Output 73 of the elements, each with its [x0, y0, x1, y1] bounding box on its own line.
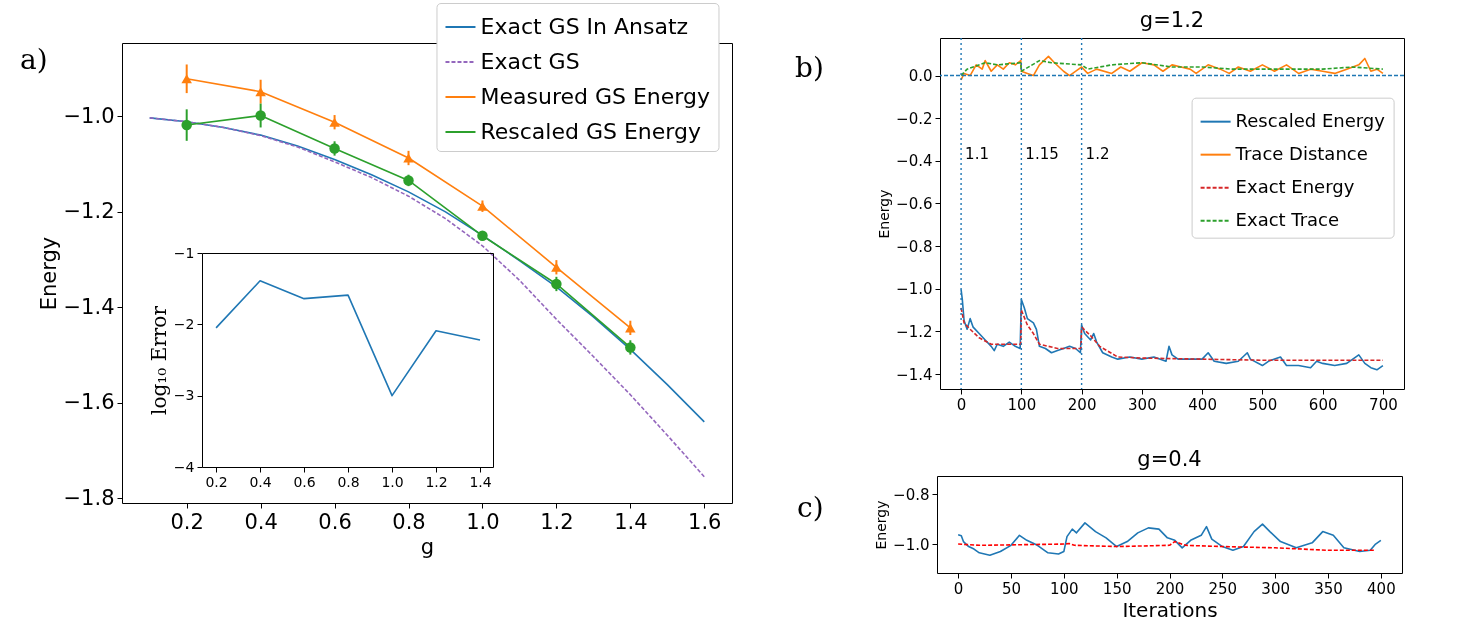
y-axis-title: Energy [876, 189, 893, 239]
y-tick-label: −1.6 [63, 390, 115, 415]
y-tick-label: −0.6 [896, 194, 933, 213]
y-tick-label: −1.4 [63, 294, 115, 319]
y-tick-label: −1.8 [63, 485, 115, 510]
x-axis-title: Iterations [1122, 597, 1218, 622]
x-tick-label: 0.4 [249, 473, 272, 490]
x-tick-label: 0.2 [205, 473, 228, 490]
x-tick-label: 600 [1308, 395, 1338, 414]
y-tick-label: −2 [173, 315, 195, 332]
x-tick-label: 300 [1261, 579, 1290, 598]
y-tick-label: −4 [173, 458, 195, 475]
legend-label: Exact Trace [1235, 208, 1340, 230]
x-tick-label: 100 [1050, 579, 1079, 598]
x-tick-label: 1.0 [466, 509, 500, 534]
x-tick-label: 0.2 [170, 509, 204, 534]
y-tick-label: −0.2 [896, 109, 933, 128]
y-tick-label: −1.0 [896, 280, 933, 299]
x-tick-label: 0.6 [318, 509, 352, 534]
chart-title: g=1.2 [1139, 8, 1205, 33]
y-tick-label: 0.0 [908, 67, 933, 86]
x-tick-label: 250 [1208, 579, 1238, 598]
legend-label: Rescaled Energy [1235, 109, 1386, 131]
x-tick-label: 1.0 [381, 473, 404, 490]
y-tick-label: −0.4 [896, 152, 933, 171]
x-tick-label: 0 [953, 579, 964, 598]
y-tick-label: −0.8 [896, 237, 933, 256]
x-tick-label: 0.8 [337, 473, 360, 490]
x-tick-label: 1.6 [688, 509, 722, 534]
annotation: 1.1 [965, 145, 989, 164]
legend-label: Exact GS In Ansatz [480, 14, 689, 39]
annotation: 1.2 [1085, 145, 1110, 164]
x-tick-label: 0.8 [392, 509, 426, 534]
x-tick-label: 350 [1314, 579, 1343, 598]
y-tick-label: −1.2 [63, 199, 115, 224]
x-tick-label: 150 [1102, 579, 1132, 598]
x-tick-label: 50 [1001, 579, 1022, 598]
text: a) [20, 43, 48, 76]
x-tick-label: 1.2 [540, 509, 574, 534]
x-tick-label: 0.4 [244, 509, 278, 534]
y-tick-label: −3 [173, 387, 195, 404]
chart-title: g=0.4 [1137, 447, 1202, 471]
y-axis-title: Energy [36, 236, 61, 311]
y-tick-label: −1 [173, 244, 195, 261]
y-tick-label: −1.2 [896, 322, 933, 341]
y-tick-label: −1.0 [893, 535, 930, 554]
x-tick-label: 500 [1248, 395, 1278, 414]
x-tick-label: 400 [1188, 395, 1217, 414]
legend-label: Measured GS Energy [480, 84, 710, 109]
y-tick-label: −1.4 [896, 365, 933, 384]
text: c) [797, 491, 824, 524]
x-tick-label: 200 [1155, 579, 1185, 598]
x-tick-label: 1.4 [614, 509, 648, 534]
y-axis-title: Energy [873, 500, 890, 550]
x-tick-label: 700 [1369, 395, 1398, 414]
legend-label: Exact GS [480, 49, 580, 74]
text: b) [795, 51, 824, 84]
x-tick-label: 0 [956, 395, 967, 414]
legend-label: Exact Energy [1235, 175, 1355, 197]
legend-label: Trace Distance [1234, 142, 1368, 164]
y-tick-label: −0.8 [893, 485, 930, 504]
x-tick-label: 1.4 [469, 473, 492, 490]
x-tick-label: 300 [1128, 395, 1157, 414]
annotation: 1.15 [1025, 145, 1059, 164]
x-tick-label: 100 [1007, 395, 1037, 414]
x-axis-title: g [420, 534, 435, 559]
y-axis-title: log₁₀ Error [146, 305, 171, 415]
x-tick-label: 400 [1367, 579, 1396, 598]
x-tick-label: 200 [1067, 395, 1097, 414]
x-tick-label: 1.2 [425, 473, 448, 490]
y-tick-label: −1.0 [63, 103, 115, 128]
legend-label: Rescaled GS Energy [480, 119, 701, 144]
x-tick-label: 0.6 [293, 473, 316, 490]
